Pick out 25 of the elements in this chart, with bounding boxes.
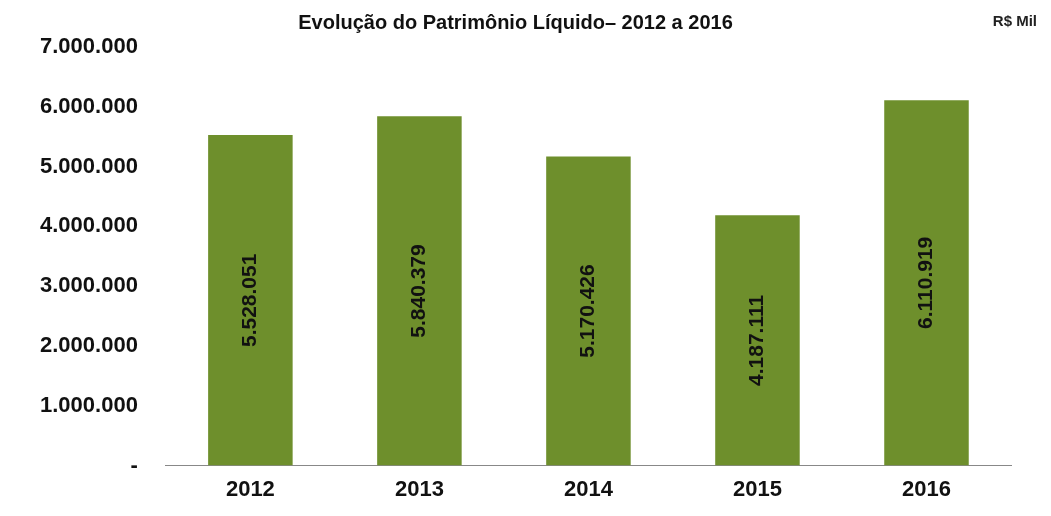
data-label: 5.170.426 — [575, 264, 599, 358]
chart-title: Evolução do Patrimônio Líquido– 2012 a 2016 — [298, 10, 733, 33]
y-tick-label: 7.000.000 — [40, 33, 138, 59]
bar — [377, 116, 462, 466]
text: R$ Mil — [992, 11, 1037, 29]
y-tick-label: 1.000.000 — [40, 391, 138, 417]
y-tick-label: 2.000.000 — [40, 332, 138, 358]
x-tick-label: 2015 — [732, 475, 782, 501]
x-tick-label: 2014 — [563, 475, 614, 501]
y-tick-label: 3.000.000 — [40, 272, 138, 298]
data-label: 5.528.051 — [237, 253, 261, 348]
y-tick-label: 5.000.000 — [40, 152, 138, 178]
bar — [884, 100, 969, 466]
data-label: 6.110.919 — [913, 236, 937, 330]
x-tick-label: 2013 — [394, 475, 444, 501]
bar — [208, 135, 293, 466]
y-tick-label: - — [130, 451, 138, 477]
y-tick-label: 4.000.000 — [40, 212, 138, 238]
data-label: 5.840.379 — [406, 244, 430, 338]
bar — [546, 156, 631, 466]
data-label: 4.187.111 — [744, 294, 768, 386]
x-tick-label: 2012 — [225, 475, 275, 501]
bar — [715, 215, 800, 466]
y-tick-label: 6.000.000 — [40, 92, 138, 118]
x-tick-label: 2016 — [902, 475, 951, 501]
